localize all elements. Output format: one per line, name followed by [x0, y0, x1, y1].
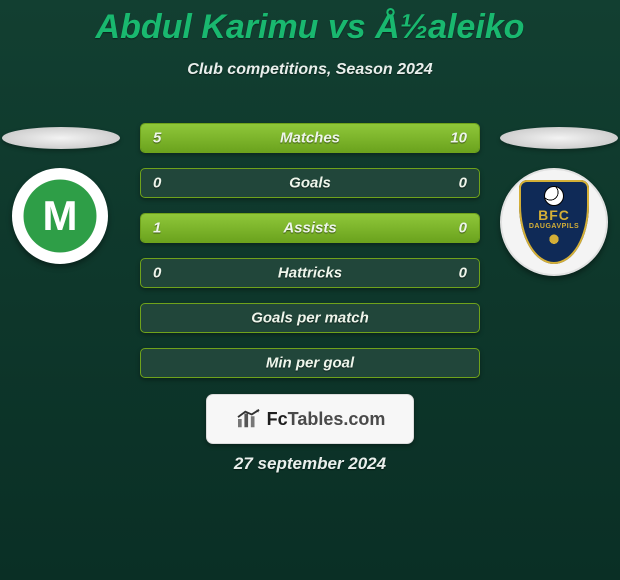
date-text: 27 september 2024 [0, 454, 620, 474]
fleur-de-lis-icon [543, 232, 565, 250]
logo-text-rest: Tables.com [288, 409, 386, 429]
stat-row: 00Hattricks [140, 258, 480, 288]
fctables-logo: FcTables.com [206, 394, 414, 444]
club-badge-right: BFC DAUGAVPILS [500, 168, 608, 276]
shadow-ellipse-left [2, 127, 120, 149]
club-badge-left-circle: M [12, 168, 108, 264]
stat-row: 00Goals [140, 168, 480, 198]
subtitle: Club competitions, Season 2024 [0, 61, 620, 79]
stat-row: Min per goal [140, 348, 480, 378]
logo-text-strong: Fc [267, 409, 288, 429]
stat-row: 510Matches [140, 123, 480, 153]
club-badge-right-circle: BFC DAUGAVPILS [500, 168, 608, 276]
stat-label: Goals [141, 175, 479, 192]
soccer-ball-icon [544, 186, 564, 206]
stat-label: Goals per match [141, 310, 479, 327]
bar-chart-icon [235, 408, 263, 430]
stat-label: Hattricks [141, 265, 479, 282]
shadow-ellipse-right [500, 127, 618, 149]
stat-row: Goals per match [140, 303, 480, 333]
stat-label: Matches [141, 130, 479, 147]
bfc-shield: BFC DAUGAVPILS [519, 180, 589, 264]
club-badge-left: M [12, 168, 108, 264]
stat-row: 10Assists [140, 213, 480, 243]
bfc-city: DAUGAVPILS [529, 223, 579, 230]
club-badge-left-letter: M [43, 192, 78, 240]
stats-container: 510Matches 00Goals 10Assists 00Hattricks Goa… [140, 123, 480, 378]
stat-label: Min per goal [141, 355, 479, 372]
stat-label: Assists [141, 220, 479, 237]
page-title: Abdul Karimu vs Å½aleiko [0, 0, 620, 47]
bfc-text: BFC [538, 208, 570, 222]
